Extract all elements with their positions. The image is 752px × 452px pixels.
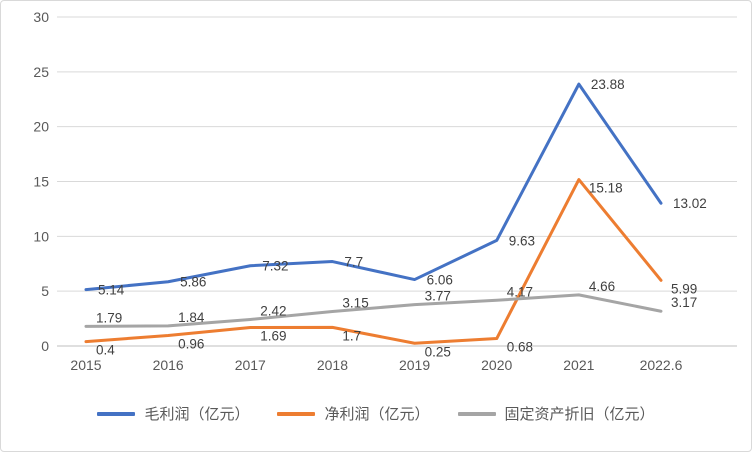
chart-legend: 毛利润（亿元） 净利润（亿元） 固定资产折旧（亿元） bbox=[1, 403, 751, 424]
series-line-2 bbox=[84, 293, 663, 328]
data-label: 2.42 bbox=[260, 303, 286, 318]
legend-item-1: 净利润（亿元） bbox=[277, 403, 430, 424]
data-label: 1.84 bbox=[178, 310, 205, 325]
x-tick-label: 2017 bbox=[235, 357, 266, 373]
x-tick-label: 2015 bbox=[70, 357, 101, 373]
legend-label: 毛利润（亿元） bbox=[144, 406, 250, 423]
data-label: 23.88 bbox=[591, 77, 625, 92]
y-tick-label: 10 bbox=[33, 228, 49, 244]
data-label: 3.77 bbox=[425, 289, 451, 304]
legend-item-2: 固定资产折旧（亿元） bbox=[457, 403, 655, 424]
x-tick-label: 2018 bbox=[317, 357, 348, 373]
y-tick-label: 30 bbox=[33, 9, 49, 25]
legend-line-marker bbox=[97, 411, 136, 416]
legend-item-0: 毛利润（亿元） bbox=[97, 403, 249, 424]
legend-line-marker bbox=[457, 411, 496, 416]
y-tick-label: 5 bbox=[41, 283, 49, 299]
x-tick-label: 2019 bbox=[399, 357, 430, 373]
data-label: 7.32 bbox=[262, 259, 288, 274]
data-label: 13.02 bbox=[673, 196, 707, 211]
legend-label: 固定资产折旧（亿元） bbox=[504, 406, 655, 423]
x-tick-label: 2016 bbox=[153, 357, 184, 373]
data-label: 0.25 bbox=[425, 344, 451, 359]
series-line-0 bbox=[84, 82, 663, 292]
data-label: 4.66 bbox=[589, 279, 615, 294]
y-tick-label: 20 bbox=[33, 119, 49, 135]
x-tick-label: 2020 bbox=[481, 357, 512, 373]
x-tick-label: 2022.6 bbox=[640, 357, 683, 373]
legend-label: 净利润（亿元） bbox=[324, 406, 430, 423]
data-label: 1.7 bbox=[342, 328, 361, 343]
y-tick-label: 15 bbox=[33, 174, 49, 190]
data-label: 7.7 bbox=[344, 255, 363, 270]
legend-line-marker bbox=[277, 411, 316, 416]
data-label: 5.86 bbox=[180, 275, 206, 290]
data-label: 0.68 bbox=[507, 340, 533, 355]
data-label: 6.06 bbox=[427, 273, 453, 288]
data-label: 1.79 bbox=[96, 310, 122, 325]
y-tick-label: 25 bbox=[33, 64, 49, 80]
x-tick-label: 2021 bbox=[563, 357, 594, 373]
data-label: 5.14 bbox=[98, 283, 125, 298]
data-label: 4.17 bbox=[507, 284, 533, 299]
data-label: 0.4 bbox=[96, 343, 115, 358]
data-label: 0.96 bbox=[178, 336, 204, 351]
y-tick-label: 0 bbox=[41, 338, 49, 354]
data-label: 3.15 bbox=[342, 295, 368, 310]
data-label: 5.99 bbox=[671, 281, 697, 296]
series-line-1 bbox=[84, 178, 663, 345]
plot-area: 0 5 10 15 20 25 30 2015 2016 2017 2018 2019 2020 2021… bbox=[33, 9, 737, 373]
data-label: 15.18 bbox=[589, 181, 623, 196]
data-label: 3.17 bbox=[671, 295, 697, 310]
data-label: 1.69 bbox=[260, 328, 286, 343]
data-label: 9.63 bbox=[509, 233, 535, 248]
